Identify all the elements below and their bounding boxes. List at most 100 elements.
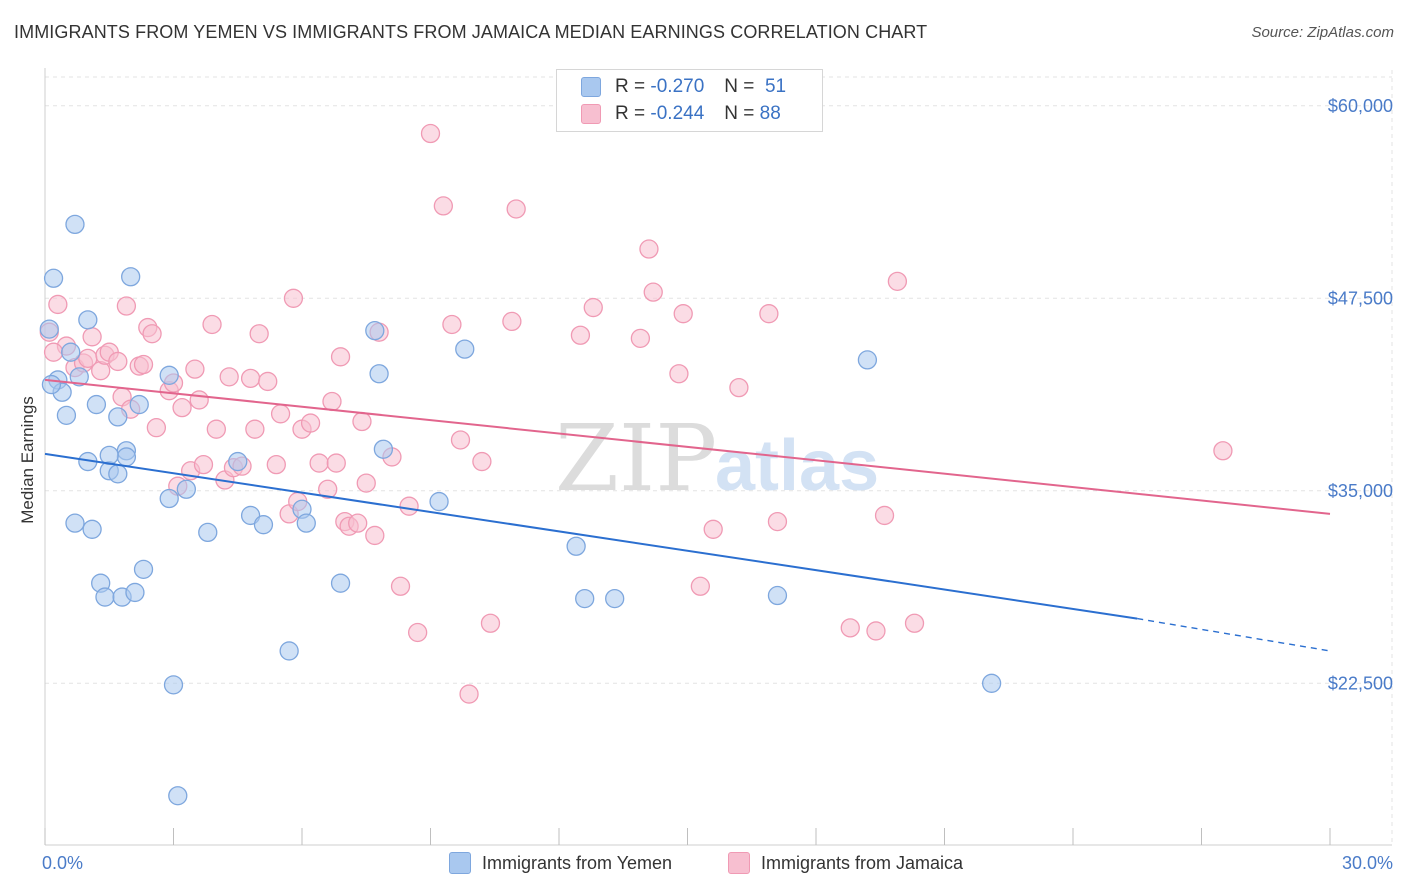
point-jamaica	[399, 496, 419, 516]
point-jamaica	[630, 328, 651, 348]
point-yemen	[86, 394, 107, 415]
point-yemen	[253, 515, 274, 535]
point-yemen	[78, 310, 98, 330]
point-jamaica	[433, 196, 454, 216]
y-tick-label: $35,000	[1328, 481, 1393, 501]
x-tick-label: 30.0%	[1342, 853, 1393, 873]
point-jamaica	[108, 351, 128, 372]
x-tick-labels: 0.0% 30.0%	[42, 853, 1393, 873]
point-yemen	[65, 513, 85, 533]
y-tick-labels: $22,500 $35,000 $47,500 $60,000	[1328, 96, 1393, 693]
point-jamaica	[1213, 441, 1233, 461]
y-tick-label: $60,000	[1328, 96, 1393, 116]
point-yemen	[108, 407, 128, 427]
point-jamaica	[669, 364, 689, 384]
point-yemen	[121, 267, 141, 287]
legend-item-jamaica[interactable]: Immigrants from Jamaica	[728, 852, 963, 874]
point-jamaica	[82, 327, 102, 347]
point-yemen	[330, 573, 351, 593]
y-tick-label: $22,500	[1328, 673, 1393, 693]
legend-r-value-yemen: -0.270	[650, 76, 705, 97]
point-jamaica	[48, 294, 68, 315]
point-jamaica	[480, 613, 501, 633]
point-jamaica	[365, 525, 385, 546]
point-jamaica	[219, 367, 239, 387]
point-jamaica	[185, 359, 205, 379]
point-jamaica	[904, 613, 925, 633]
legend-row-jamaica: R = -0.244 N = 88	[581, 102, 781, 126]
point-jamaica	[43, 342, 64, 362]
point-yemen	[981, 673, 1002, 693]
point-jamaica	[703, 519, 723, 539]
point-jamaica	[309, 453, 329, 473]
point-jamaica	[116, 296, 137, 316]
point-yemen	[41, 374, 62, 395]
point-jamaica	[767, 511, 788, 532]
y-tick-label: $47,500	[1328, 288, 1393, 308]
point-jamaica	[729, 377, 749, 398]
legend-n-value-yemen: 51	[764, 76, 787, 97]
point-jamaica	[240, 368, 261, 389]
legend-n-value-jamaica: 88	[759, 103, 781, 124]
legend-r-label-yemen: R =	[615, 76, 646, 97]
point-yemen	[159, 365, 179, 385]
point-jamaica	[887, 271, 908, 292]
point-yemen	[279, 641, 299, 661]
point-jamaica	[266, 454, 286, 475]
legend-item-yemen[interactable]: Immigrants from Yemen	[449, 852, 672, 874]
point-yemen	[65, 214, 85, 235]
point-jamaica	[570, 325, 591, 345]
legend-r-label-jamaica: R =	[615, 103, 646, 124]
point-jamaica	[866, 621, 886, 641]
y-axis-title: Median Earnings	[18, 396, 37, 524]
point-yemen	[125, 582, 145, 603]
point-yemen	[69, 367, 89, 387]
point-yemen	[116, 447, 137, 467]
point-yemen	[198, 522, 218, 543]
point-yemen	[228, 451, 248, 472]
point-yemen	[429, 491, 449, 512]
point-yemen	[566, 536, 586, 556]
point-jamaica	[759, 304, 779, 324]
point-jamaica	[283, 288, 304, 308]
trend-line-yemen	[44, 452, 1138, 620]
point-jamaica	[189, 390, 209, 410]
point-yemen	[129, 394, 149, 415]
point-yemen	[176, 479, 197, 499]
point-jamaica	[450, 430, 471, 450]
point-yemen	[373, 439, 394, 459]
series-legend: Immigrants from Yemen Immigrants from Ja…	[0, 852, 1406, 878]
point-yemen	[168, 786, 188, 806]
point-jamaica	[258, 371, 278, 392]
stats-legend: R = -0.270 N = 51 R = -0.244 N = 88	[556, 69, 823, 132]
point-jamaica	[318, 479, 338, 499]
point-jamaica	[172, 397, 192, 418]
point-jamaica	[270, 404, 291, 424]
point-yemen	[163, 675, 184, 695]
point-jamaica	[348, 513, 368, 533]
point-jamaica	[193, 454, 214, 475]
point-yemen	[82, 519, 102, 539]
watermark-zip: ZIP	[555, 405, 717, 512]
point-yemen	[296, 513, 316, 533]
point-jamaica	[407, 622, 428, 643]
point-jamaica	[472, 451, 492, 472]
legend-swatch-jamaica	[581, 104, 601, 124]
point-yemen	[108, 464, 128, 484]
point-yemen	[575, 588, 595, 609]
point-jamaica	[245, 419, 265, 439]
point-yemen	[857, 350, 878, 370]
chart-title: IMMIGRANTS FROM YEMEN VS IMMIGRANTS FROM…	[14, 22, 928, 42]
point-yemen	[56, 405, 77, 425]
point-jamaica	[249, 324, 269, 344]
point-jamaica	[420, 123, 441, 144]
legend-r-value-jamaica: -0.244	[650, 103, 705, 124]
point-yemen	[605, 588, 625, 609]
point-yemen	[61, 342, 81, 362]
point-jamaica	[142, 324, 162, 344]
point-yemen	[767, 585, 788, 606]
point-jamaica	[643, 282, 663, 302]
point-jamaica	[202, 314, 222, 335]
point-yemen	[369, 364, 389, 384]
